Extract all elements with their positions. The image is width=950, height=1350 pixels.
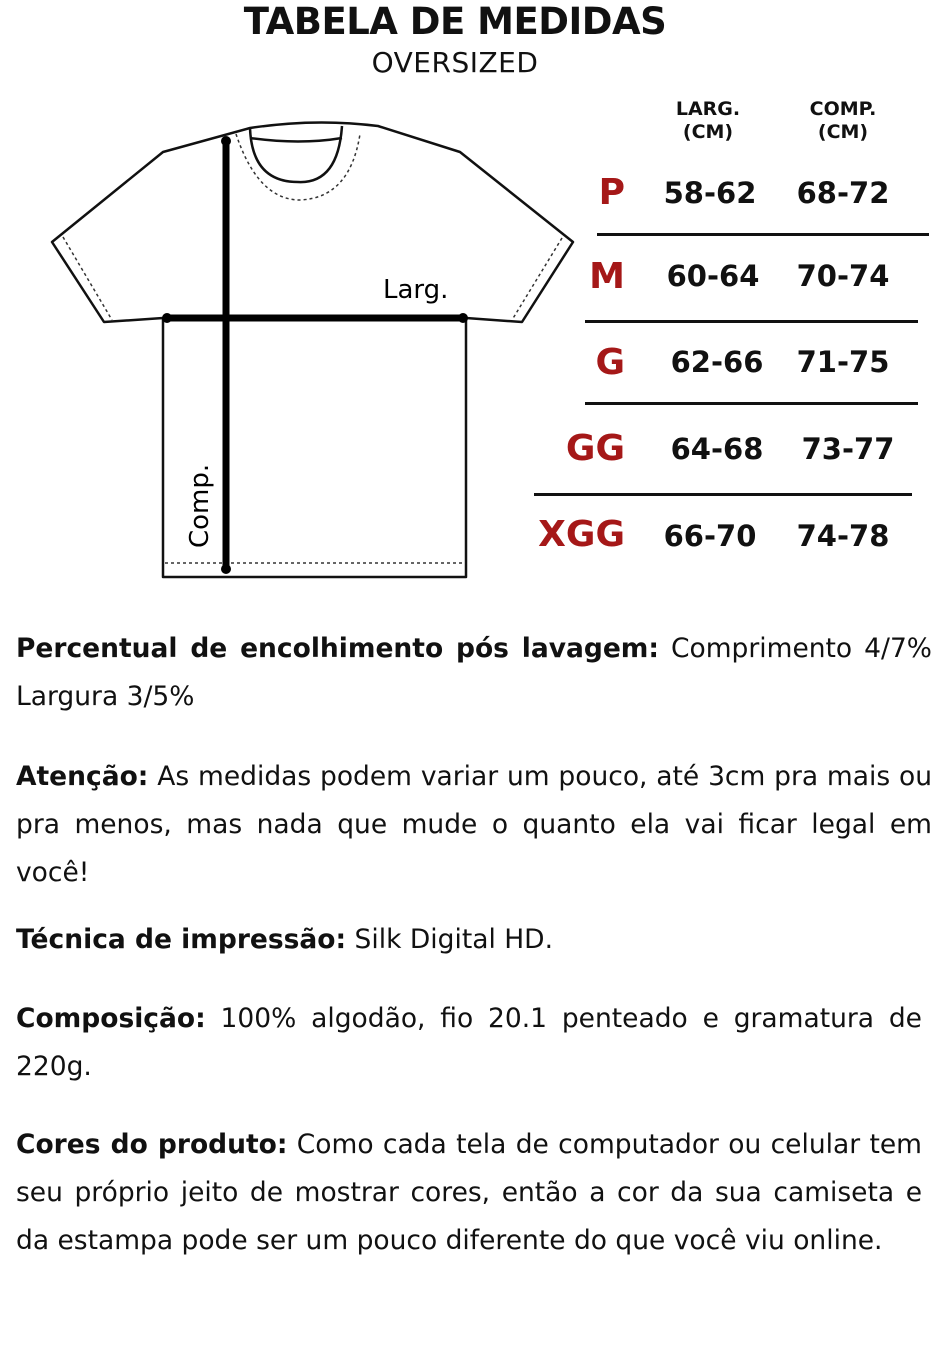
info-attention: Atenção: As medidas podem variar um pouc… xyxy=(16,761,932,888)
column-header-width: LARG. (CM) xyxy=(675,98,741,143)
info-print-technique: Técnica de impressão: Silk Digital HD. xyxy=(16,924,553,955)
info-shrinkage: Percentual de encolhimento pós lavagem: … xyxy=(16,633,932,712)
tshirt-diagram: Larg. Comp. xyxy=(50,121,575,579)
width-label: Larg. xyxy=(383,275,448,305)
info-product-colors: Cores do produto: Como cada tela de comp… xyxy=(16,1129,922,1256)
row-divider xyxy=(534,493,912,496)
row-divider xyxy=(585,402,918,405)
sleeve-stitch-right xyxy=(511,237,563,321)
length-label: Comp. xyxy=(185,464,215,548)
collar-stitch xyxy=(235,133,361,201)
info-composition: Composição: 100% algodão, fio 20.1 pente… xyxy=(16,1003,922,1082)
row-divider xyxy=(585,320,918,323)
tshirt-collar xyxy=(248,125,344,184)
page-title: TABELA DE MEDIDAS xyxy=(243,0,667,43)
sleeve-stitch-left xyxy=(62,236,113,321)
row-divider xyxy=(597,233,929,236)
page-subtitle: OVERSIZED xyxy=(371,46,539,79)
column-header-length: COMP. (CM) xyxy=(809,98,877,143)
tshirt-outline xyxy=(50,121,575,579)
